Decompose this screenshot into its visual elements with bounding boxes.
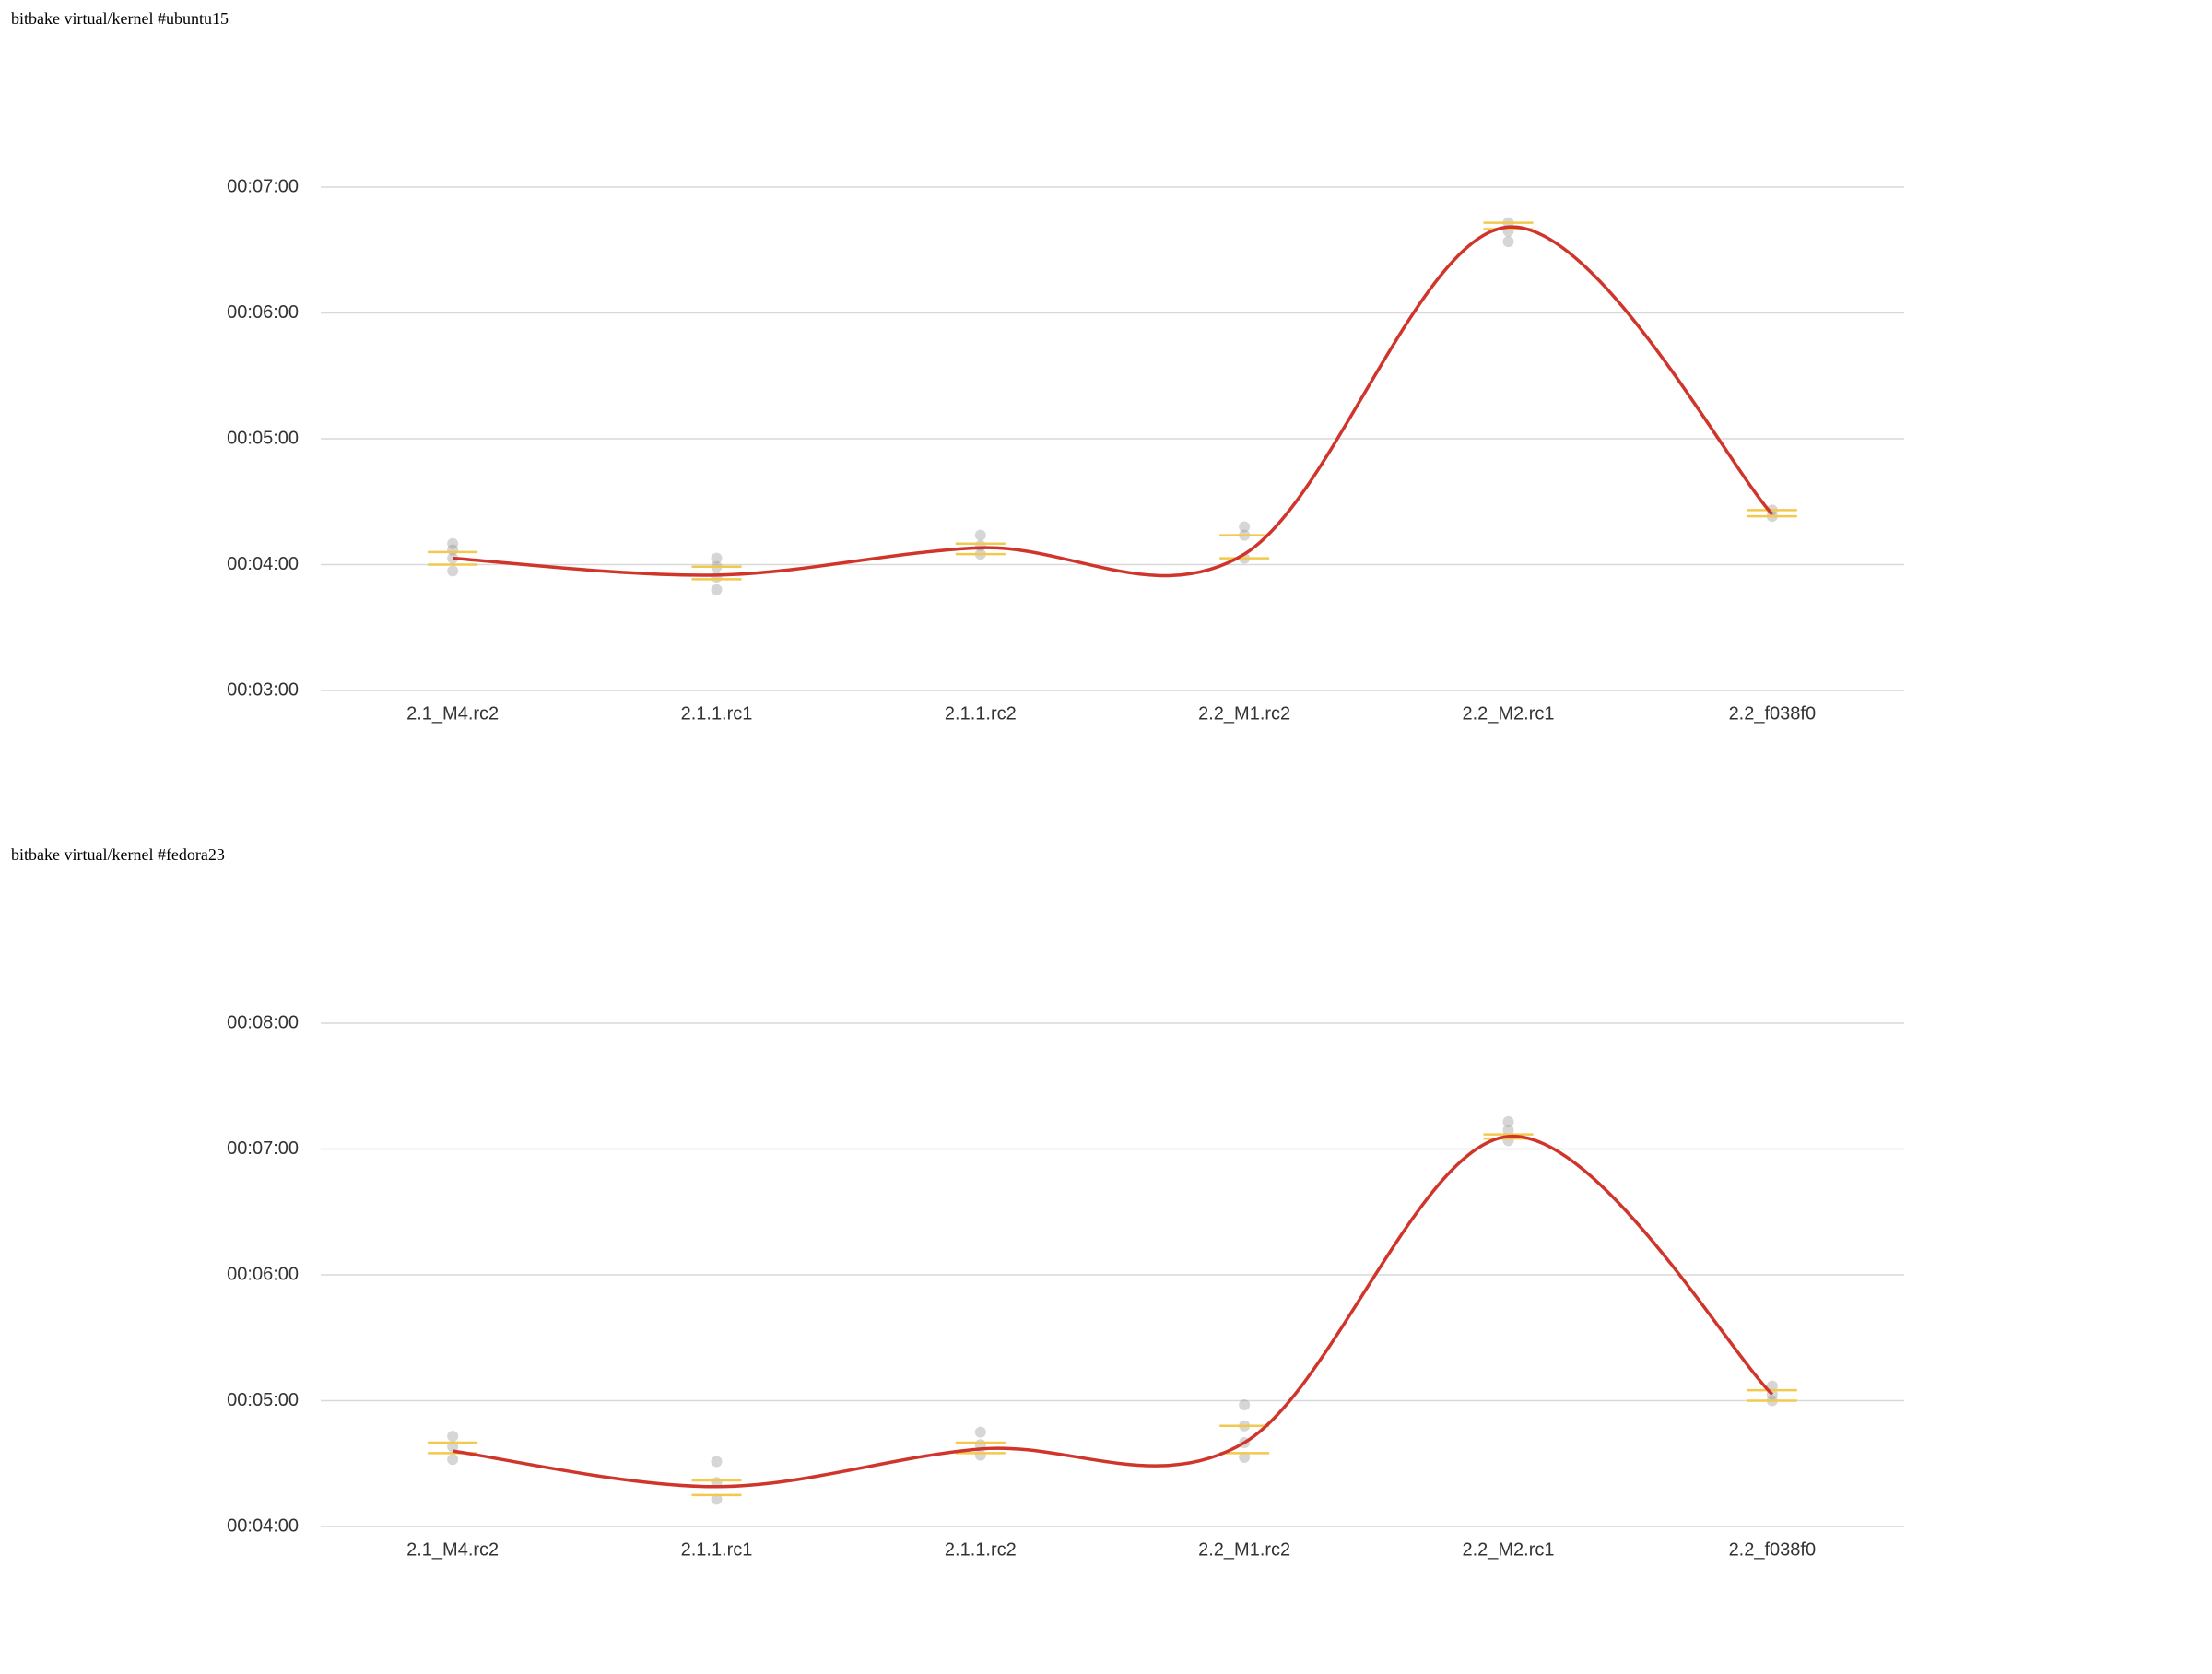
sample-point — [1239, 521, 1251, 533]
y-tick-label: 00:08:00 — [227, 1012, 299, 1032]
y-tick-label: 00:07:00 — [227, 176, 299, 196]
y-tick-label: 00:05:00 — [227, 1390, 299, 1410]
sample-point — [447, 1431, 459, 1443]
sample-point — [974, 1426, 986, 1438]
sample-point — [447, 1441, 459, 1453]
x-tick-label: 2.1.1.rc2 — [945, 703, 1017, 724]
sample-point — [974, 1449, 986, 1461]
sample-point — [711, 1493, 723, 1505]
x-tick-label: 2.2_M1.rc2 — [1198, 703, 1290, 724]
sample-point — [447, 1454, 459, 1466]
sample-point — [447, 565, 459, 577]
sample-point — [1239, 1399, 1251, 1411]
sample-point — [974, 529, 986, 541]
sample-point — [1502, 1125, 1514, 1137]
sample-point — [711, 552, 723, 564]
sample-point — [711, 1456, 723, 1468]
y-tick-label: 00:03:00 — [227, 679, 299, 700]
y-tick-label: 00:05:00 — [227, 428, 299, 448]
x-tick-label: 2.1.1.rc2 — [945, 1539, 1017, 1560]
x-tick-label: 2.1_M4.rc2 — [406, 703, 499, 724]
sample-point — [1502, 236, 1514, 248]
y-tick-label: 00:06:00 — [227, 1264, 299, 1284]
sample-point — [447, 537, 459, 549]
y-tick-label: 00:04:00 — [227, 1515, 299, 1536]
y-tick-label: 00:04:00 — [227, 554, 299, 574]
y-tick-label: 00:07:00 — [227, 1138, 299, 1159]
sample-point — [711, 572, 723, 584]
x-tick-label: 2.2_M2.rc1 — [1462, 1539, 1554, 1560]
x-tick-label: 2.2_f038f0 — [1729, 1539, 1817, 1560]
x-tick-label: 2.2_M2.rc1 — [1462, 703, 1554, 724]
chart-title: bitbake virtual/kernel #fedora23 — [11, 845, 225, 864]
x-tick-label: 2.2_M1.rc2 — [1198, 1539, 1290, 1560]
x-tick-label: 2.2_f038f0 — [1729, 703, 1817, 724]
x-tick-label: 2.1_M4.rc2 — [406, 1539, 499, 1560]
sample-point — [1766, 1380, 1778, 1392]
x-tick-label: 2.1.1.rc1 — [681, 703, 753, 724]
sample-point — [1239, 1451, 1251, 1463]
mean-line — [453, 225, 1774, 578]
y-tick-label: 00:06:00 — [227, 302, 299, 323]
x-tick-label: 2.1.1.rc1 — [681, 1539, 753, 1560]
sample-point — [1502, 1115, 1514, 1127]
chart-title: bitbake virtual/kernel #ubuntu15 — [11, 9, 229, 28]
sample-point — [711, 584, 723, 595]
mean-line — [452, 1135, 1774, 1489]
